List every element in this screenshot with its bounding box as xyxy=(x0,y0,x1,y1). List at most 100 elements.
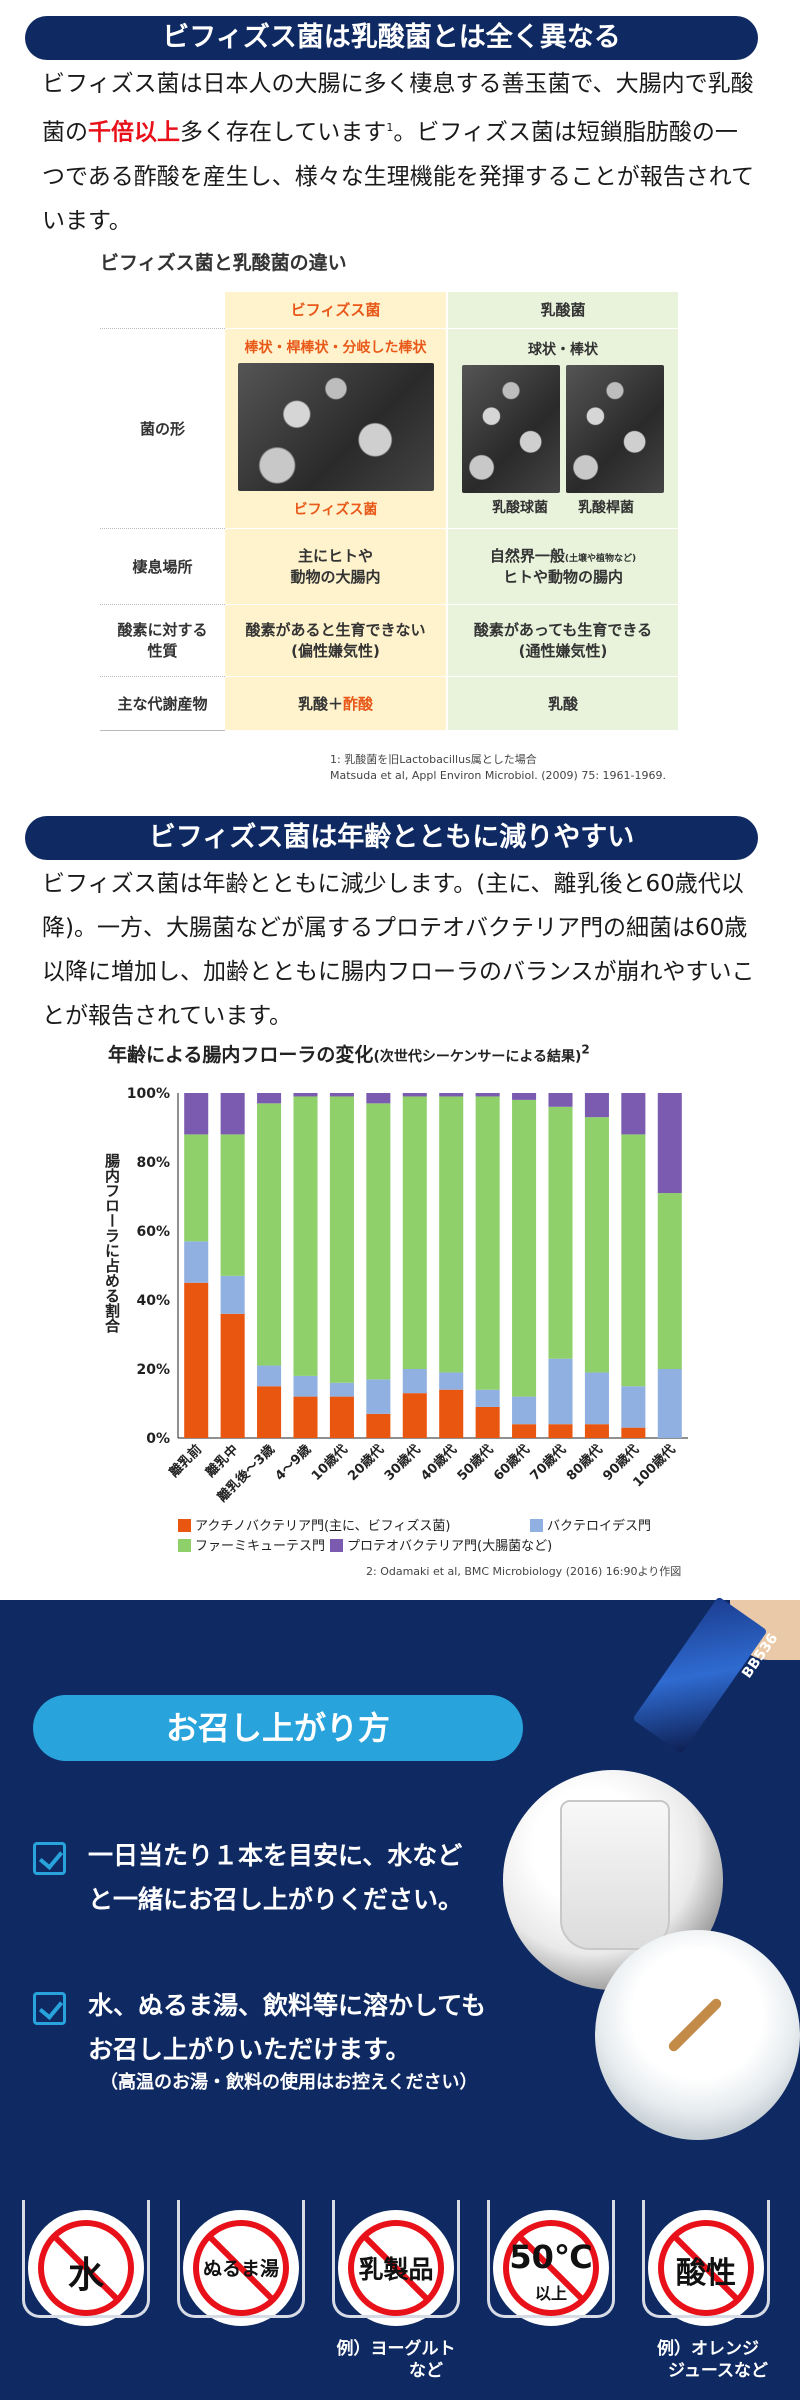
cell-metabolite-bifido: 乳酸＋酢酸 xyxy=(225,676,447,730)
bar-segment-0-2 xyxy=(257,1386,281,1438)
stacked-bar-chart: 腸内フローラに占める割合0%20%40%60%80%100%離乳前離乳中離乳後～… xyxy=(90,1075,710,1515)
legend-label-bactero: バクテロイデス門 xyxy=(547,1519,651,1534)
cell-shape-bifido: 棒状・桿棒状・分岐した棒状 ビフィズス菌 xyxy=(225,328,447,528)
x-tick-label: 60歳代 xyxy=(490,1442,532,1484)
table-corner xyxy=(100,292,225,328)
bar-segment-3-1 xyxy=(221,1093,245,1134)
bar-segment-2-1 xyxy=(221,1134,245,1275)
x-tick-label: 50歳代 xyxy=(454,1442,496,1484)
water-icon: 水 xyxy=(28,2210,144,2326)
legend-item-actino: アクチノバクテリア門(主に、ビフィズス菌) xyxy=(178,1515,450,1534)
y-tick-label: 100% xyxy=(127,1086,170,1102)
x-tick-label: 10歳代 xyxy=(308,1442,350,1484)
bar-segment-1-0 xyxy=(184,1241,208,1282)
x-tick-label: 20歳代 xyxy=(345,1442,387,1484)
bar-segment-1-3 xyxy=(293,1376,317,1397)
row-label-habitat: 棲息場所 xyxy=(100,528,225,604)
bar-segment-1-13 xyxy=(658,1369,682,1438)
x-tick-label: 30歳代 xyxy=(381,1442,423,1484)
cell-shape-lactic: 球状・棒状 乳酸球菌 乳酸桿菌 xyxy=(447,328,678,528)
bar-segment-3-12 xyxy=(621,1093,645,1134)
bar-segment-2-4 xyxy=(330,1096,354,1382)
col-header-bifido: ビフィズス菌 xyxy=(225,292,447,328)
x-tick-label: 離乳前 xyxy=(166,1442,205,1481)
dairy-caption-l2: など xyxy=(316,2360,476,2382)
chart-title-sup: 2 xyxy=(581,1043,589,1057)
hot-50c-sub: 以上 xyxy=(493,2280,609,2304)
bar-segment-1-5 xyxy=(366,1379,390,1414)
bar-segment-2-6 xyxy=(403,1096,427,1369)
bar-segment-2-10 xyxy=(548,1107,572,1359)
y-tick-label: 40% xyxy=(136,1293,170,1309)
x-tick-label: 40歳代 xyxy=(418,1442,460,1484)
acidic-caption-l2: ジュースなど xyxy=(628,2360,788,2382)
habitat-lactic-b: ヒトや動物の腸内 xyxy=(503,568,623,586)
cell-habitat-bifido: 主にヒトや 動物の大腸内 xyxy=(225,528,447,604)
row-label-metabolite: 主な代謝産物 xyxy=(100,676,225,730)
bar-segment-3-13 xyxy=(658,1093,682,1193)
yogurt-bowl-photo xyxy=(595,1930,800,2140)
dairy-caption: 例）ヨーグルト など xyxy=(316,2338,476,2382)
bar-segment-0-3 xyxy=(293,1397,317,1438)
row-label-oxygen: 酸素に対する 性質 xyxy=(100,604,225,676)
bar-segment-2-9 xyxy=(512,1100,536,1397)
legend-swatch-firmi xyxy=(178,1539,191,1552)
bar-segment-2-8 xyxy=(476,1096,500,1389)
milk-glass xyxy=(560,1800,670,1950)
bar-segment-1-7 xyxy=(439,1372,463,1389)
legend-swatch-bactero xyxy=(530,1519,543,1532)
table-footnote: 1: 乳酸菌を旧Lactobacillus属とした場合 Matsuda et a… xyxy=(330,752,666,784)
cell-oxygen-bifido: 酸素があると生育できない (偏性嫌気性) xyxy=(225,604,447,676)
bar-segment-3-8 xyxy=(476,1093,500,1096)
bar-segment-1-1 xyxy=(221,1276,245,1314)
section-heading-bifidobacteria: ビフィズス菌は乳酸菌とは全く異なる xyxy=(25,16,758,60)
metab-bifido-a: 乳酸＋ xyxy=(298,695,343,713)
bar-segment-2-7 xyxy=(439,1096,463,1372)
intro-paragraph: ビフィズス菌は日本人の大腸に多く棲息する善玉菌で、大腸内で乳酸菌の千倍以上多く存… xyxy=(42,62,757,243)
caption-lactococcus: 乳酸球菌 xyxy=(492,497,548,517)
section-heading-age: ビフィズス菌は年齢とともに減りやすい xyxy=(25,816,758,860)
usage-item-2-line-1: 水、ぬるま湯、飲料等に溶かしても xyxy=(88,1984,486,2028)
bar-segment-2-12 xyxy=(621,1134,645,1386)
usage-item-2-line-2: お召し上がりいただけます。 xyxy=(88,2028,486,2072)
usage-item-1-line-2: と一緒にお召し上がりください。 xyxy=(88,1878,463,1922)
y-axis-label: 腸内フローラに占める割合 xyxy=(103,1153,121,1334)
lactobacillus-micrograph xyxy=(566,365,664,493)
legend-label-firmi: ファーミキューテス門 xyxy=(195,1539,325,1554)
bar-segment-3-7 xyxy=(439,1093,463,1096)
bar-segment-2-0 xyxy=(184,1134,208,1241)
chart-title: 年齢による腸内フローラの変化(次世代シーケンサーによる結果)2 xyxy=(108,1040,590,1067)
bar-segment-0-10 xyxy=(548,1424,572,1438)
water-label: 水 xyxy=(28,2246,144,2298)
hot-50c-icon: 50℃ 以上 xyxy=(493,2210,609,2326)
bar-segment-0-5 xyxy=(366,1414,390,1438)
bar-segment-2-3 xyxy=(293,1096,317,1375)
bar-segment-1-2 xyxy=(257,1366,281,1387)
bar-segment-0-0 xyxy=(184,1283,208,1438)
caption-lactobacillus: 乳酸桿菌 xyxy=(578,497,634,517)
x-tick-label: 80歳代 xyxy=(563,1442,605,1484)
bar-segment-3-9 xyxy=(512,1093,536,1100)
intro-text-b: 多く存在しています xyxy=(180,120,386,146)
bar-segment-1-4 xyxy=(330,1383,354,1397)
bar-segment-0-11 xyxy=(585,1424,609,1438)
table-title: ビフィズス菌と乳酸菌の違い xyxy=(100,248,347,275)
shape-text-bifido: 棒状・桿棒状・分岐した棒状 xyxy=(225,337,446,357)
hot-50c-label: 50℃ xyxy=(493,2238,609,2276)
bar-segment-0-6 xyxy=(403,1393,427,1438)
shape-text-lactic: 球状・棒状 xyxy=(448,339,678,359)
check-icon xyxy=(33,1992,66,2025)
acidic-caption: 例）オレンジ ジュースなど xyxy=(628,2338,788,2382)
bar-segment-1-10 xyxy=(548,1359,572,1425)
y-tick-label: 60% xyxy=(136,1224,170,1240)
habitat-lactic-small: (土壌や植物など) xyxy=(565,554,636,564)
cell-habitat-lactic: 自然界一般(土壌や植物など) ヒトや動物の腸内 xyxy=(447,528,678,604)
y-tick-label: 80% xyxy=(136,1155,170,1171)
bar-segment-2-11 xyxy=(585,1117,609,1372)
bifido-micrograph xyxy=(238,363,434,491)
check-icon xyxy=(33,1842,66,1875)
bar-segment-1-6 xyxy=(403,1369,427,1393)
bar-segment-3-0 xyxy=(184,1093,208,1134)
bar-segment-0-8 xyxy=(476,1407,500,1438)
caption-bifido: ビフィズス菌 xyxy=(225,499,446,519)
